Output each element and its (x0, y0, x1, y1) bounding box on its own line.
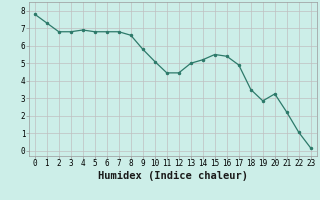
X-axis label: Humidex (Indice chaleur): Humidex (Indice chaleur) (98, 171, 248, 181)
